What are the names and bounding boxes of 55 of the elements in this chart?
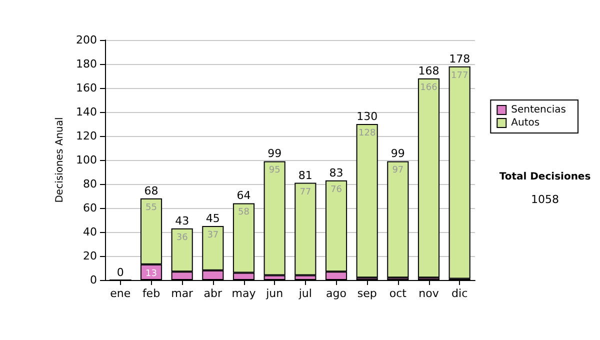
data-label: 13 xyxy=(146,268,157,279)
legend-label: Autos xyxy=(511,118,540,128)
bar xyxy=(387,161,409,278)
data-label: 128 xyxy=(358,128,376,138)
bar xyxy=(418,78,440,278)
y-tick-label: 40 xyxy=(83,226,97,238)
total-label: 45 xyxy=(206,212,220,225)
y-tick-label: 200 xyxy=(76,34,97,46)
y-tick-label: 60 xyxy=(83,202,97,214)
data-label: 55 xyxy=(146,202,157,213)
y-tick-label: 80 xyxy=(83,178,97,190)
x-tick-label: abr xyxy=(204,287,223,300)
data-label: 177 xyxy=(450,70,468,81)
total-label: 81 xyxy=(298,168,312,182)
total-label: 83 xyxy=(329,166,344,180)
x-tick-label: nov xyxy=(418,287,440,300)
text: 1058 xyxy=(531,193,559,206)
data-label: 77 xyxy=(300,187,312,198)
data-label: 166 xyxy=(420,82,438,93)
x-tick-label: ago xyxy=(326,287,347,300)
y-tick-label: 120 xyxy=(76,130,97,142)
x-tick-label: may xyxy=(232,287,256,300)
data-label: 95 xyxy=(268,166,280,176)
data-label: 58 xyxy=(238,208,250,218)
x-tick-label: ene xyxy=(110,287,131,300)
y-axis-title: Decisiones Anual xyxy=(54,117,66,203)
data-label: 76 xyxy=(330,184,342,195)
y-tick-label: 160 xyxy=(76,82,97,94)
total-label: 68 xyxy=(144,184,158,198)
y-tick-label: 0 xyxy=(90,274,97,286)
total-label: 178 xyxy=(449,52,470,66)
total-label: 43 xyxy=(175,214,190,228)
y-tick-label: 180 xyxy=(76,58,97,70)
x-tick-label: feb xyxy=(142,287,160,300)
total-label: 64 xyxy=(236,189,251,202)
text: Total Decisiones xyxy=(499,172,591,182)
data-label: 97 xyxy=(392,166,404,176)
total-label: 0 xyxy=(116,266,124,279)
x-tick-label: sep xyxy=(357,287,377,300)
data-label: 36 xyxy=(176,232,188,243)
x-tick-label: mar xyxy=(171,287,194,300)
total-label: 99 xyxy=(390,147,405,160)
legend-label: Sentencias xyxy=(511,104,566,116)
data-label: 37 xyxy=(207,230,219,240)
y-tick-label: 20 xyxy=(83,250,97,262)
bar xyxy=(356,124,378,278)
x-tick-label: oct xyxy=(389,287,408,300)
y-tick-label: 140 xyxy=(76,106,97,118)
x-tick-label: jul xyxy=(298,287,312,300)
x-tick-label: jun xyxy=(265,287,284,300)
y-tick-label: 100 xyxy=(76,154,97,166)
total-label: 168 xyxy=(418,64,440,78)
total-label: 99 xyxy=(268,147,282,160)
total-label: 130 xyxy=(356,110,378,123)
x-tick-label: dic xyxy=(452,287,468,300)
